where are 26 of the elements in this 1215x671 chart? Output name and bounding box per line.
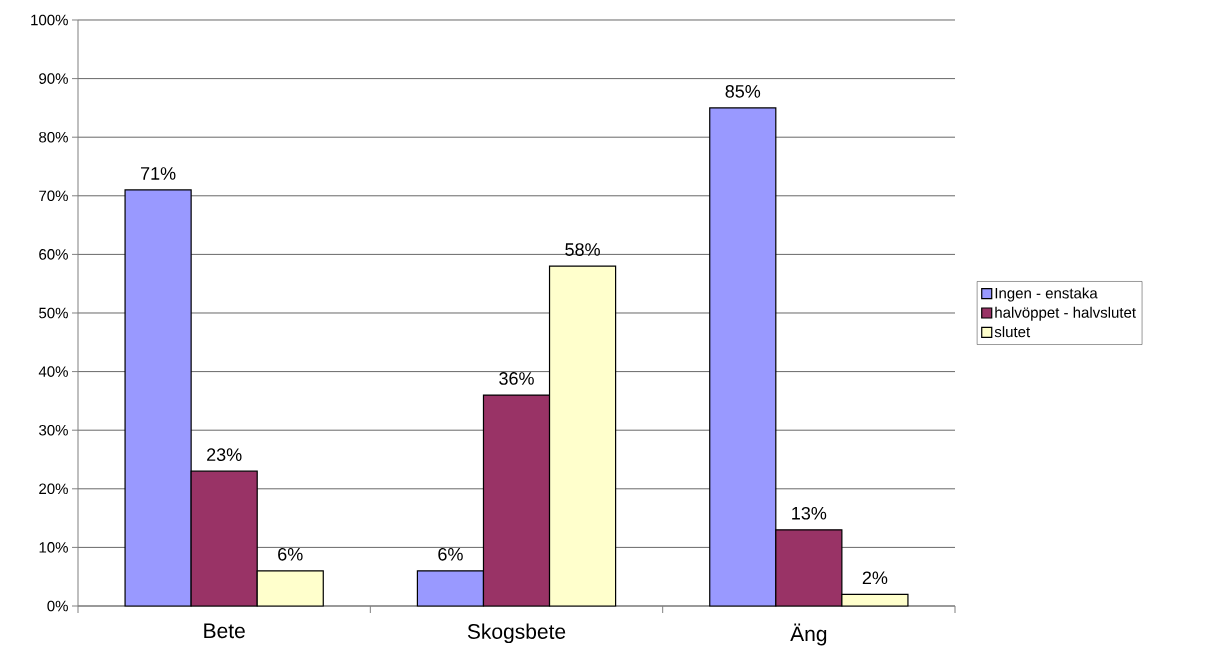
y-tick-label: 60% bbox=[39, 249, 68, 260]
y-tick-label: 80% bbox=[39, 131, 68, 143]
y-tick-label: 100% bbox=[31, 14, 68, 26]
legend-label: Ingen - enstaka bbox=[995, 287, 1098, 302]
y-tick-label: 10% bbox=[39, 542, 68, 553]
data-label: 6% bbox=[438, 547, 463, 561]
x-tick-label: Bete bbox=[204, 623, 245, 639]
x-tick-label: Skogsbete bbox=[467, 623, 566, 644]
data-label: 6% bbox=[278, 547, 303, 561]
data-label: 58% bbox=[565, 243, 600, 256]
y-tick-label: 0% bbox=[47, 600, 68, 612]
data-label: 36% bbox=[499, 372, 534, 385]
y-tick-label: 30% bbox=[39, 424, 68, 436]
y-tick-label: 20% bbox=[39, 483, 68, 495]
x-tick-label: Äng bbox=[790, 623, 827, 646]
y-tick-label: 50% bbox=[39, 307, 68, 319]
data-label: 85% bbox=[725, 84, 761, 98]
legend-label: halvöppet - halvslutet bbox=[995, 306, 1136, 321]
data-label: 71% bbox=[141, 167, 176, 180]
data-label: 13% bbox=[792, 506, 827, 520]
y-tick-label: 70% bbox=[39, 190, 68, 202]
data-label: 2% bbox=[862, 571, 888, 585]
legend-label: slutet bbox=[994, 326, 1031, 338]
y-tick-label: 90% bbox=[39, 73, 68, 84]
data-label: 23% bbox=[207, 448, 242, 462]
y-tick-label: 40% bbox=[38, 366, 68, 377]
